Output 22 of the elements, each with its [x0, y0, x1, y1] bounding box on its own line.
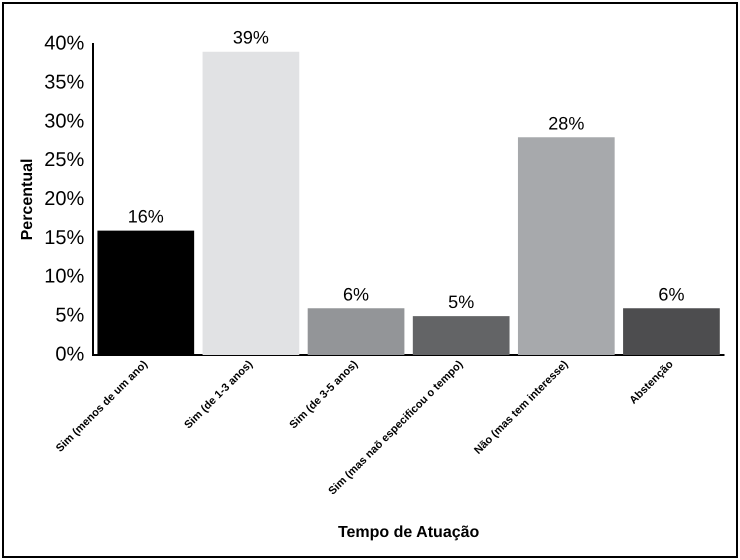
y-tick-label: 20% [44, 188, 84, 210]
x-axis-title: Tempo de Atuação [338, 524, 480, 541]
y-axis-title: Percentual [19, 158, 36, 240]
bar [202, 52, 300, 355]
data-label: 16% [128, 206, 164, 227]
y-tick-label: 25% [44, 149, 84, 172]
data-label: 6% [343, 284, 370, 304]
y-tick-label: 0% [55, 343, 84, 366]
data-label: 39% [232, 28, 269, 48]
y-tick-label: 15% [44, 226, 84, 249]
data-label: 28% [548, 113, 584, 134]
y-tick-label: 10% [44, 266, 84, 288]
y-tick-label: 5% [55, 304, 84, 327]
bar [623, 308, 720, 355]
y-tick-label: 30% [44, 110, 84, 132]
bar [412, 316, 510, 355]
bar [518, 137, 615, 355]
y-tick-label: 40% [44, 32, 84, 55]
data-label: 5% [448, 292, 474, 312]
y-tick-label: 35% [44, 71, 84, 94]
bar [308, 308, 404, 355]
data-label: 6% [658, 284, 684, 304]
